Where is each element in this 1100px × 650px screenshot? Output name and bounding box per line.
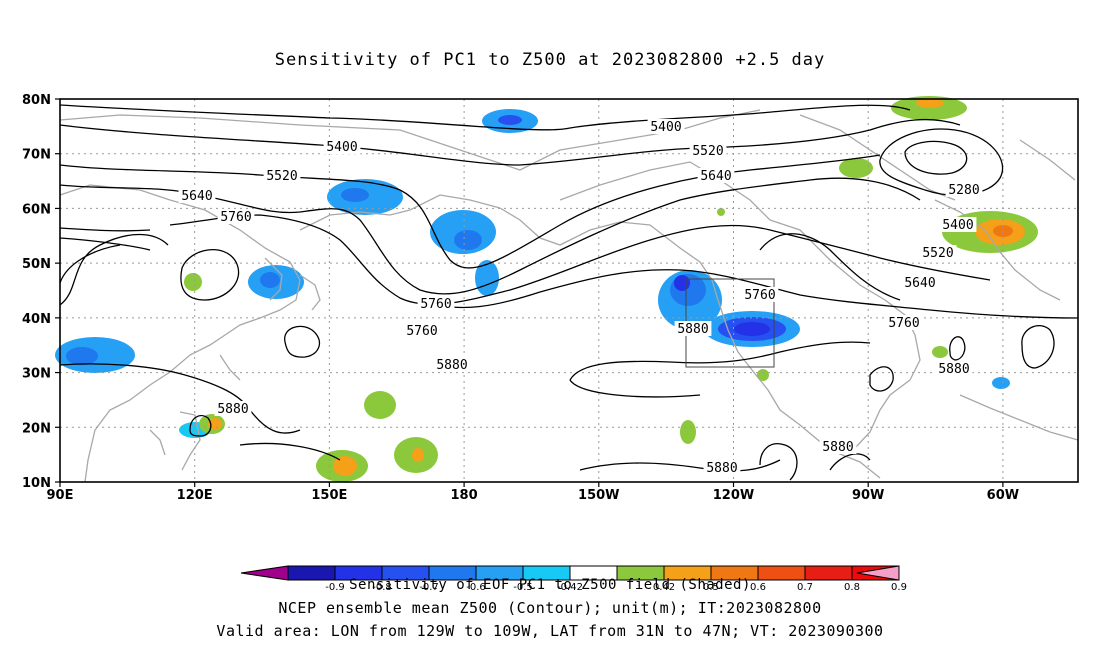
colorbar-tick-label: 0.6 — [750, 582, 766, 593]
colorbar-tick-label: -0.42 — [557, 582, 583, 593]
lon-label: 60W — [987, 488, 1019, 503]
contour-label: 5640 — [700, 169, 731, 184]
contour-label: 5760 — [220, 210, 251, 225]
colorbar-tick-label: 0.5 — [703, 582, 719, 593]
contour-label: 5880 — [436, 358, 467, 373]
colorbar-tick-label: 0.9 — [891, 582, 907, 593]
contour-label: 5880 — [706, 461, 737, 476]
contour-label-bg — [433, 357, 471, 372]
map-title: Sensitivity of PC1 to Z500 at 2023082800… — [274, 50, 826, 70]
contour-label: 5640 — [181, 189, 212, 204]
contour-label-bg — [939, 217, 977, 232]
contour-label-bg — [417, 296, 455, 311]
contour-label: 5520 — [692, 144, 723, 159]
contour-label-bg — [935, 361, 973, 376]
colorbar-tick-label: -0.7 — [419, 582, 439, 593]
contour-label-bg — [945, 182, 983, 197]
contour-labels: 5400 5520 5640 5760 5760 5400 5520 5640 5760 5880… — [178, 119, 983, 476]
contour-label: 5880 — [938, 362, 969, 377]
lat-label: 50N — [22, 257, 51, 272]
contour-label-bg — [697, 168, 735, 183]
contour-label: 5880 — [217, 402, 248, 417]
colorbar-title: Sensitivity of EOF PC1 to Z500 field (Sh… — [349, 577, 751, 593]
contour-label-bg — [741, 287, 779, 302]
contour-label: 5880 — [677, 322, 708, 337]
lon-label: 150E — [311, 488, 347, 503]
contour-label-bg — [178, 188, 216, 203]
contour-label: 5280 — [948, 183, 979, 198]
lat-label: 40N — [22, 312, 51, 327]
colorbar-tick-label: 0.7 — [797, 582, 813, 593]
contour-label-bg — [647, 119, 685, 134]
lat-label: 70N — [22, 148, 51, 163]
coastlines — [59, 109, 1079, 483]
contour-label: 5400 — [650, 120, 681, 135]
colorbar-tick-label: -0.8 — [372, 582, 392, 593]
z500-contours — [59, 104, 1079, 481]
contour-label-bg — [674, 321, 712, 336]
longitude-labels: 90E 120E 150E 180 150W 120W 90W 60W — [47, 482, 1019, 503]
lat-label: 80N — [22, 93, 51, 108]
contour-label-bg — [885, 315, 923, 330]
contour-label-bg — [901, 275, 939, 290]
contour-label-bg — [323, 139, 361, 154]
lon-label: 120E — [177, 488, 213, 503]
footer-line-contour: NCEP ensemble mean Z500 (Contour); unit(… — [278, 599, 822, 617]
lat-label: 30N — [22, 367, 51, 382]
contour-label-bg — [819, 439, 857, 454]
colorbar-tick-label: -0.5 — [513, 582, 533, 593]
lat-label: 20N — [22, 421, 51, 436]
contour-label: 5640 — [904, 276, 935, 291]
contour-label-bg — [919, 245, 957, 260]
lon-label: 120W — [713, 488, 754, 503]
colorbar-tick-label: 0.42 — [653, 582, 675, 593]
lat-label: 10N — [22, 476, 51, 491]
lon-label: 90W — [852, 488, 884, 503]
contour-label: 5880 — [822, 440, 853, 455]
contour-label: 5760 — [888, 316, 919, 331]
contour-label-bg — [263, 168, 301, 183]
lon-label: 90E — [47, 488, 74, 503]
latitude-labels: 80N 70N 60N 50N 40N 30N 20N 10N — [22, 93, 60, 491]
contour-label: 5520 — [922, 246, 953, 261]
map-frame — [59, 98, 1079, 483]
lon-label: 150W — [578, 488, 619, 503]
contour-label-bg — [217, 209, 255, 224]
colorbar-tick-label: 0.8 — [844, 582, 860, 593]
contour-label: 5520 — [266, 169, 297, 184]
lon-label: 180 — [451, 488, 478, 503]
footer-line-valid-area: Valid area: LON from 129W to 109W, LAT f… — [216, 622, 884, 640]
colorbar: -0.9 -0.8 -0.7 -0.6 -0.5 -0.42 0.42 0.5 0.6 0.7 0.… — [240, 565, 907, 593]
contour-label: 5760 — [406, 324, 437, 339]
lat-lon-grid — [60, 99, 1078, 482]
contour-label-bg — [403, 323, 441, 338]
contour-label: 5760 — [744, 288, 775, 303]
colorbar-high-arrow — [856, 565, 900, 581]
contour-label: 5760 — [420, 297, 451, 312]
contour-label-bg — [689, 143, 727, 158]
lat-label: 60N — [22, 202, 51, 217]
colorbar-tick-label: -0.9 — [325, 582, 345, 593]
contour-label-bg — [214, 401, 252, 416]
contour-label: 5400 — [326, 140, 357, 155]
colorbar-tick-label: -0.6 — [466, 582, 486, 593]
contour-label: 5400 — [942, 218, 973, 233]
contour-label-bg — [703, 460, 741, 475]
